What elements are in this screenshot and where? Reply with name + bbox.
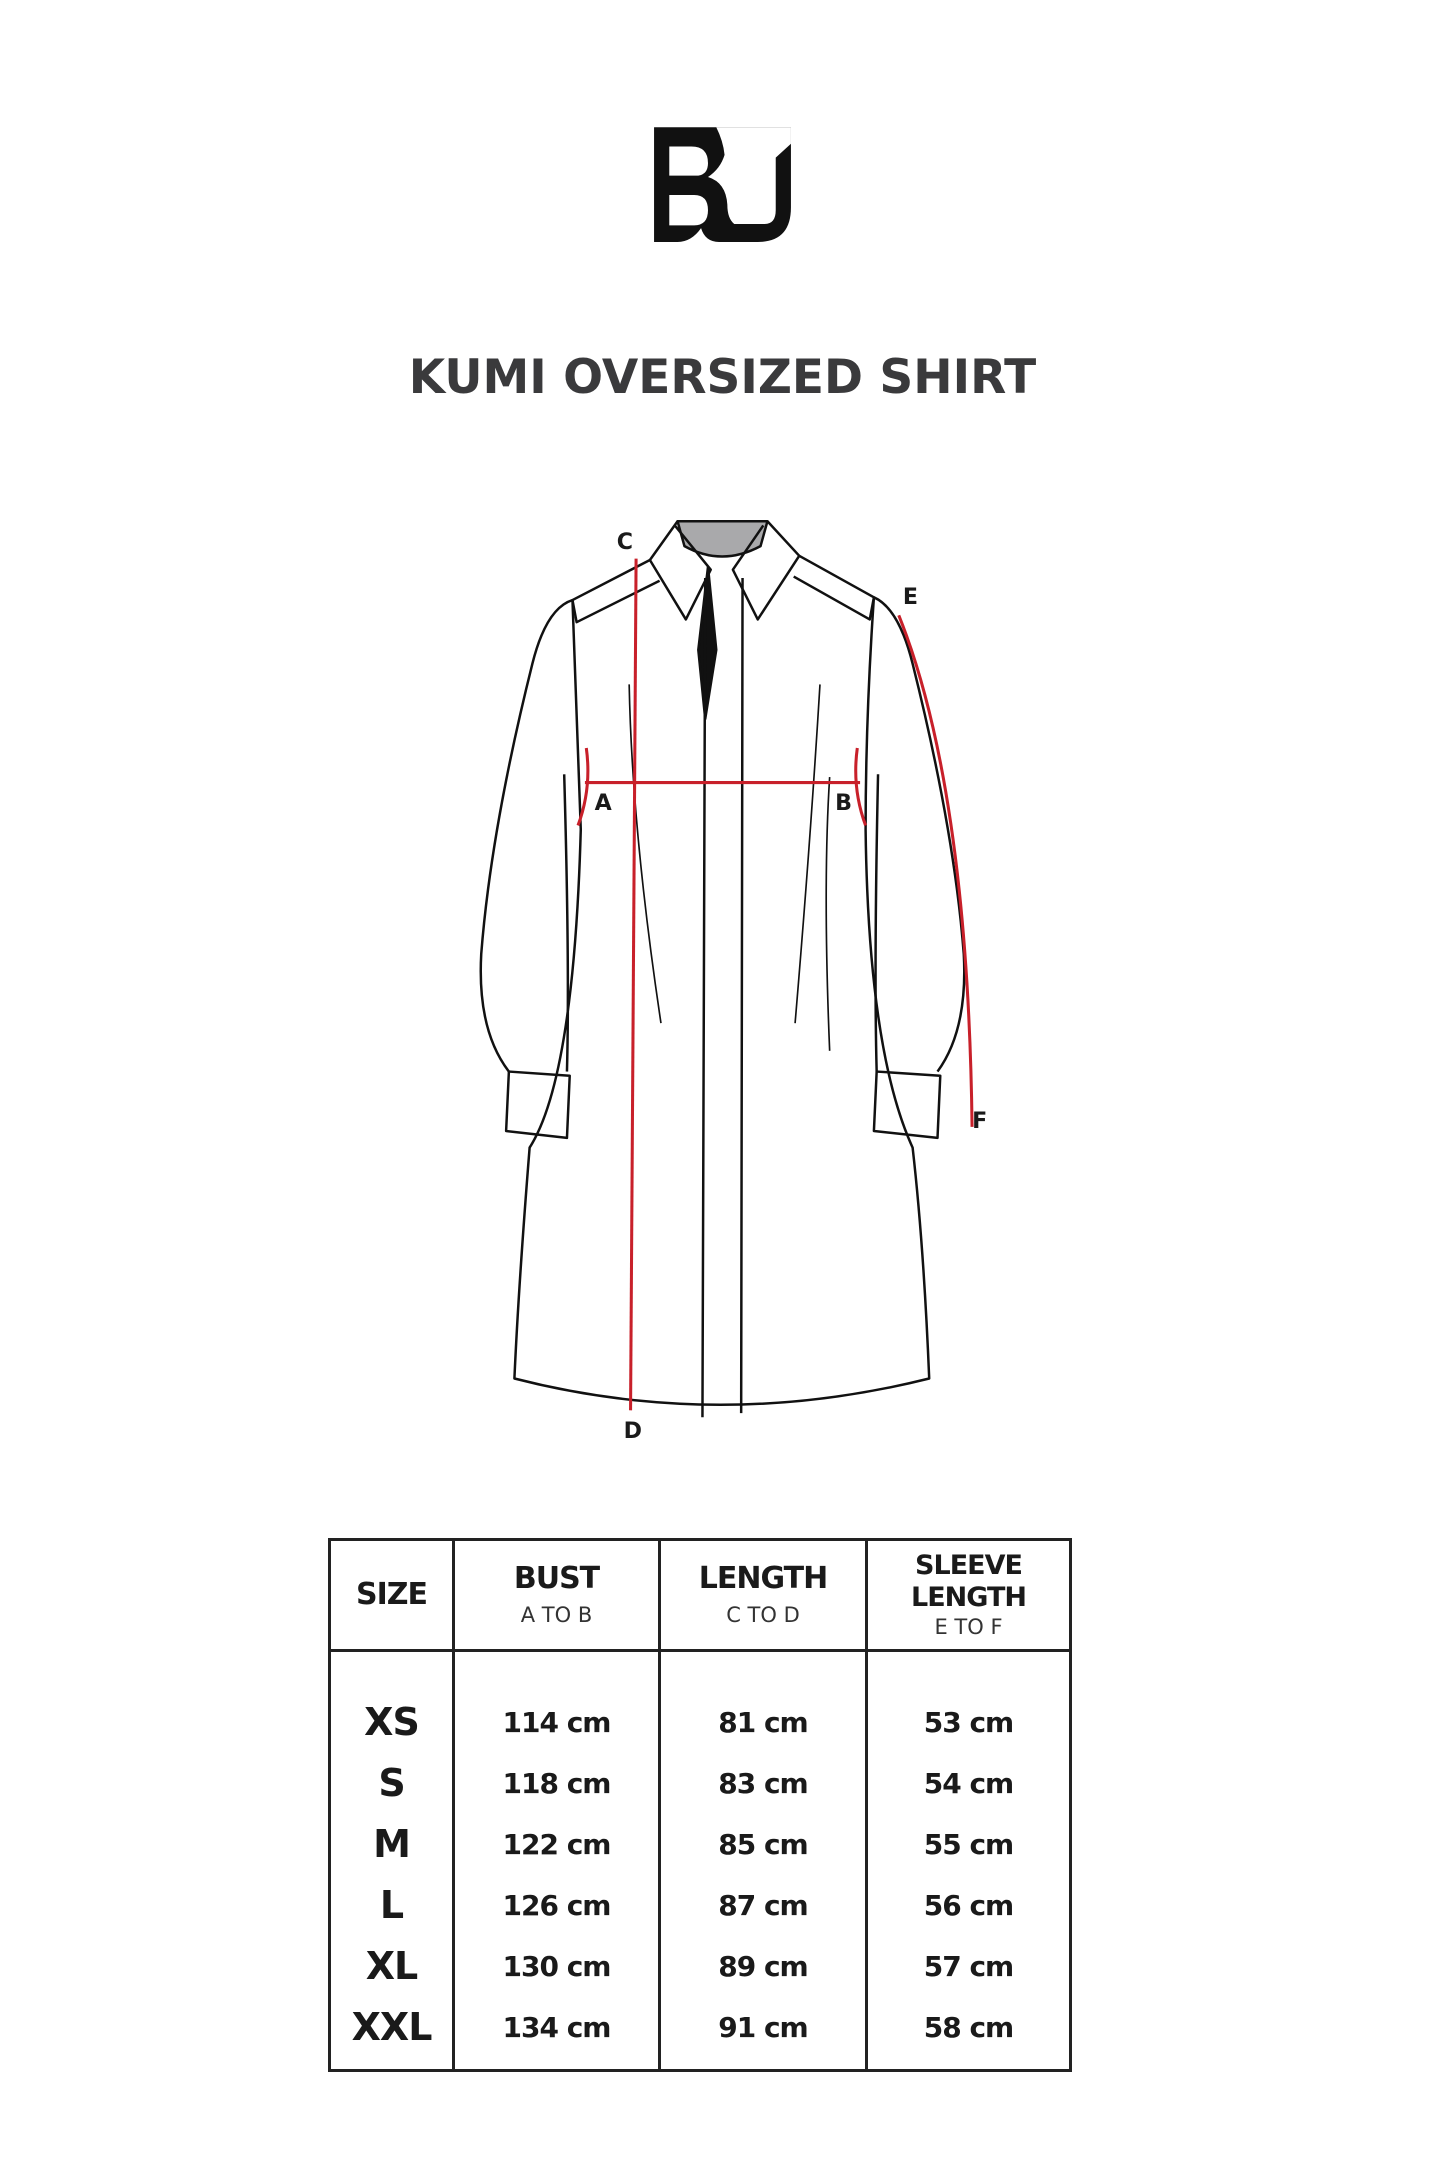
length-value: 85 cm xyxy=(718,1828,809,1861)
measure-lines xyxy=(576,558,974,1411)
sleeve-value: 54 cm xyxy=(923,1767,1015,1800)
bust-value: 118 cm xyxy=(502,1767,612,1800)
length-value: 81 cm xyxy=(718,1706,809,1739)
length-value: 89 cm xyxy=(718,1950,809,1983)
sleeve-column: 53 cm 54 cm 55 cm 56 cm 57 cm 58 cm xyxy=(868,1652,1069,2069)
label-c: C xyxy=(617,529,633,555)
size-value: M xyxy=(373,1822,411,1866)
size-value: L xyxy=(379,1883,404,1927)
length-value: 91 cm xyxy=(718,2011,809,2044)
header-length: LENGTH C TO D xyxy=(661,1541,868,1652)
bust-value: 122 cm xyxy=(502,1828,612,1861)
header-title: SIZE xyxy=(355,1577,428,1612)
header-bust: BUST A TO B xyxy=(455,1541,661,1652)
bust-value: 126 cm xyxy=(502,1889,612,1922)
header-size: SIZE xyxy=(331,1541,455,1652)
label-e: E xyxy=(903,584,918,610)
header-title: SLEEVE LENGTH xyxy=(911,1550,1027,1613)
length-column: 81 cm 83 cm 85 cm 87 cm 89 cm 91 cm xyxy=(661,1652,868,2069)
shirt-outline xyxy=(479,520,966,1418)
size-value: S xyxy=(378,1761,405,1805)
sleeve-line-e-to-f xyxy=(897,614,974,1127)
length-line-c-to-d xyxy=(629,558,638,1411)
sleeve-value: 53 cm xyxy=(923,1706,1015,1739)
header-sub: A TO B xyxy=(520,1603,593,1627)
sleeve-value: 56 cm xyxy=(923,1889,1015,1922)
sleeve-value: 58 cm xyxy=(923,2011,1015,2044)
label-d: D xyxy=(624,1418,642,1444)
length-value: 87 cm xyxy=(718,1889,809,1922)
size-value: XS xyxy=(364,1700,420,1744)
page-title: KUMI OVERSIZED SHIRT xyxy=(408,350,1037,405)
size-column: XS S M L XL XXL xyxy=(331,1652,455,2069)
header-title: LENGTH xyxy=(698,1561,828,1596)
sleeve-value: 57 cm xyxy=(923,1950,1015,1983)
bust-value: 134 cm xyxy=(502,2011,612,2044)
size-table: SIZE BUST A TO B LENGTH C TO D SLEEVE LENG… xyxy=(328,1538,1072,2072)
header-sleeve: SLEEVE LENGTH E TO F xyxy=(868,1541,1069,1652)
label-b: B xyxy=(835,790,852,816)
label-f: F xyxy=(972,1108,987,1134)
sleeve-value: 55 cm xyxy=(923,1828,1015,1861)
header-sub: E TO F xyxy=(934,1615,1003,1639)
bust-value: 114 cm xyxy=(502,1706,612,1739)
bust-markers xyxy=(576,747,868,826)
length-value: 83 cm xyxy=(718,1767,809,1800)
header-sub: C TO D xyxy=(726,1603,800,1627)
size-value: XXL xyxy=(351,2005,433,2049)
size-value: XL xyxy=(365,1944,419,1988)
bust-column: 114 cm 118 cm 122 cm 126 cm 130 cm 134 c… xyxy=(455,1652,661,2069)
label-a: A xyxy=(595,790,612,816)
header-title: BUST xyxy=(513,1561,600,1596)
brand-logo: BJ xyxy=(654,127,791,242)
bust-value: 130 cm xyxy=(502,1950,612,1983)
